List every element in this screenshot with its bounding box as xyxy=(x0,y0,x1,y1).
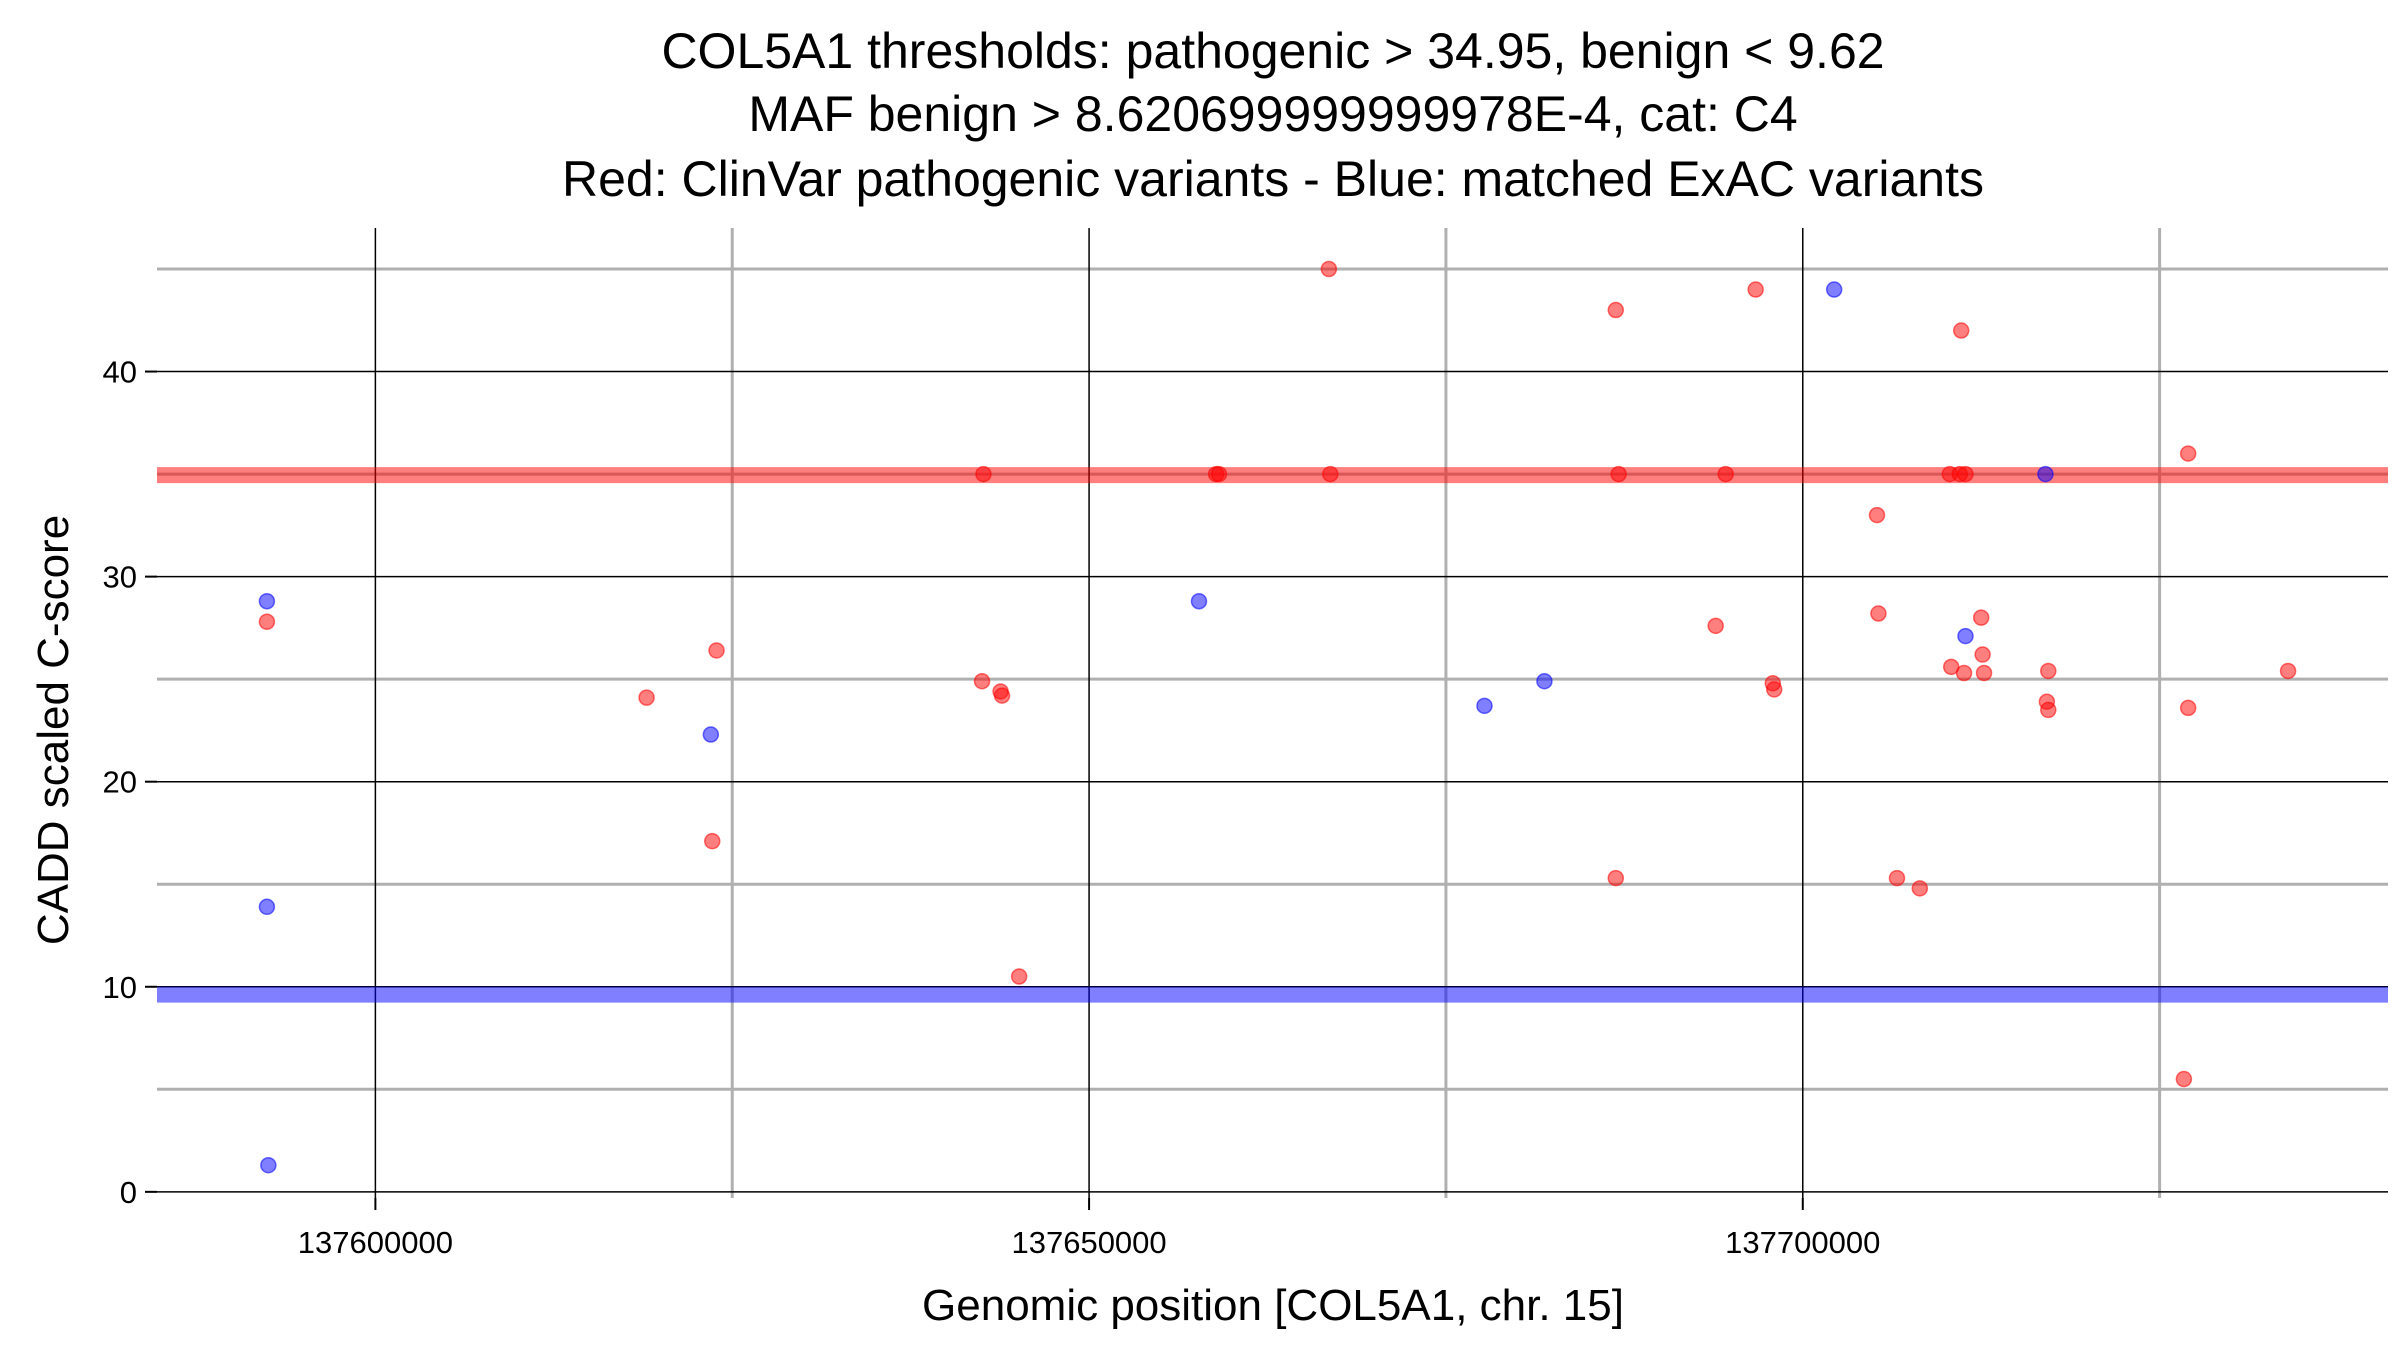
chart-title-line-2: MAF benign > 8.620699999999978E-4, cat: … xyxy=(748,86,1797,142)
clinvar-point xyxy=(1868,506,1886,524)
clinvar-point xyxy=(973,672,991,690)
clinvar-point xyxy=(1952,322,1970,339)
clinvar-point xyxy=(2175,1070,2193,1088)
exac-point xyxy=(260,1156,277,1174)
clinvar-point xyxy=(1975,664,1993,682)
clinvar-point xyxy=(704,832,721,850)
clinvar-point xyxy=(2279,662,2297,680)
clinvar-point xyxy=(2179,445,2197,462)
clinvar-point xyxy=(1010,968,1028,985)
clinvar-point xyxy=(1974,646,1991,663)
clinvar-point xyxy=(2040,701,2057,719)
clinvar-point xyxy=(1322,465,1339,483)
x-tick-label: 137600000 xyxy=(298,1225,453,1260)
tick-labels: 0 10 20 30 40 137600000 137650000 137700000 xyxy=(103,355,1881,1260)
clinvar-point xyxy=(993,687,1011,704)
chart-title-line-3: Red: ClinVar pathogenic variants - Blue:… xyxy=(562,151,1984,207)
exac-point xyxy=(702,726,720,743)
exac-point xyxy=(1536,672,1553,690)
x-tick-label: 137700000 xyxy=(1725,1225,1880,1260)
clinvar-point xyxy=(1717,465,1734,483)
y-tick-label: 40 xyxy=(103,355,137,390)
clinvar-point xyxy=(1607,869,1625,887)
chart-title: COL5A1 thresholds: pathogenic > 34.95, b… xyxy=(562,23,1984,207)
x-tick-label: 137650000 xyxy=(1011,1225,1166,1260)
clinvar-point xyxy=(1210,465,1228,483)
y-axis-title: CADD scaled C-score xyxy=(29,515,78,945)
clinvar-point xyxy=(975,465,992,483)
exac-point xyxy=(1957,627,1974,645)
clinvar-point xyxy=(1955,664,1973,682)
data-points xyxy=(258,260,2297,1174)
clinvar-point xyxy=(1747,281,1764,298)
clinvar-point xyxy=(2179,699,2197,717)
exac-point xyxy=(258,898,276,916)
clinvar-point xyxy=(1870,605,1887,622)
clinvar-point xyxy=(2040,662,2057,680)
exac-point xyxy=(2037,465,2054,483)
clinvar-point xyxy=(1972,609,1990,626)
x-axis-title: Genomic position [COL5A1, chr. 15] xyxy=(922,1281,1624,1330)
axes xyxy=(145,370,1804,1210)
clinvar-point xyxy=(1607,301,1625,319)
exac-point xyxy=(1825,281,1843,298)
exac-point xyxy=(1476,697,1493,715)
clinvar-point xyxy=(638,689,655,706)
y-tick-label: 0 xyxy=(120,1175,137,1210)
clinvar-point xyxy=(1957,465,1974,483)
clinvar-point xyxy=(708,642,725,659)
y-tick-label: 30 xyxy=(103,560,137,595)
y-tick-label: 20 xyxy=(103,765,137,800)
clinvar-point xyxy=(1610,465,1627,483)
clinvar-point xyxy=(1888,869,1906,887)
clinvar-point xyxy=(258,613,276,630)
clinvar-point xyxy=(1707,617,1724,635)
exac-point xyxy=(258,592,276,610)
chart-title-line-1: COL5A1 thresholds: pathogenic > 34.95, b… xyxy=(661,23,1884,79)
threshold-bands xyxy=(157,467,2388,1003)
y-tick-label: 10 xyxy=(103,970,137,1005)
exac-point xyxy=(1190,592,1208,610)
clinvar-point xyxy=(1320,260,1338,278)
clinvar-point xyxy=(1765,681,1783,698)
clinvar-point xyxy=(1911,880,1929,897)
